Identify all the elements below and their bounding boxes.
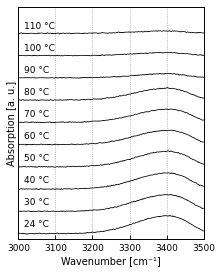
Text: 60 °C: 60 °C xyxy=(24,132,49,141)
Text: 24 °C: 24 °C xyxy=(24,220,49,229)
Y-axis label: Absorption [a. u.]: Absorption [a. u.] xyxy=(7,81,17,166)
Text: 70 °C: 70 °C xyxy=(24,110,49,118)
Text: 80 °C: 80 °C xyxy=(24,88,49,97)
Text: 90 °C: 90 °C xyxy=(24,66,49,75)
Text: 100 °C: 100 °C xyxy=(24,44,55,53)
X-axis label: Wavenumber [cm⁻¹]: Wavenumber [cm⁻¹] xyxy=(61,256,161,266)
Text: 50 °C: 50 °C xyxy=(24,154,49,163)
Text: 40 °C: 40 °C xyxy=(24,176,49,185)
Text: 30 °C: 30 °C xyxy=(24,198,49,207)
Text: 110 °C: 110 °C xyxy=(24,22,55,31)
